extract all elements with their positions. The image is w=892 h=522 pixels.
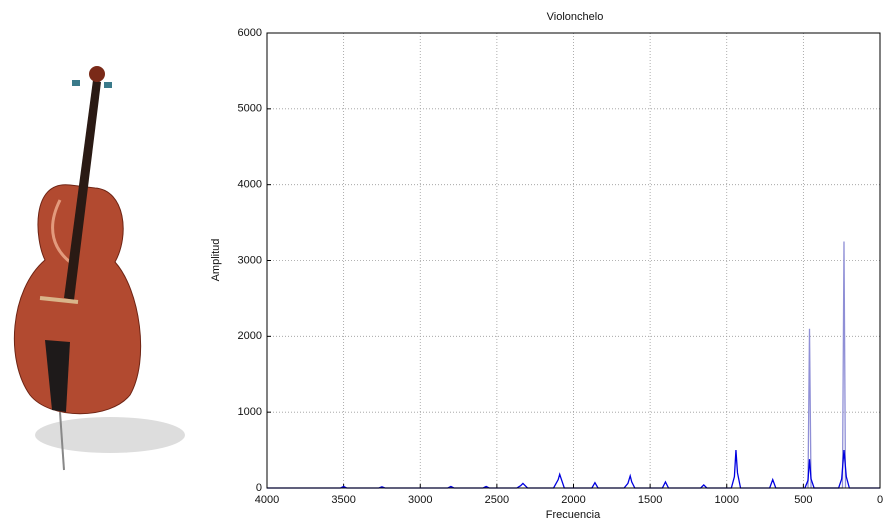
cello-tailpiece [45,340,70,412]
plot-frame [266,32,881,489]
y-tick-label: 6000 [238,27,262,39]
cello-endpin [59,411,65,471]
cello-body [13,184,142,415]
cello-highlight [51,199,71,264]
cello-shadow [35,417,185,453]
y-tick-label: 4000 [238,179,262,191]
x-tick-label: 2500 [485,494,509,506]
y-tick-label: 1000 [238,406,262,418]
x-axis-label: Frecuencia [546,509,601,521]
cello-scroll [89,66,105,82]
y-tick-label: 0 [256,482,262,494]
x-tick-label: 3000 [408,494,432,506]
y-tick-label: 5000 [238,103,262,115]
x-tick-label: 3500 [331,494,355,506]
cello-peg [104,82,112,88]
cello-illustration [13,66,185,471]
y-tick-label: 2000 [238,330,262,342]
x-tick-label: 0 [877,494,883,506]
y-tick-label: 3000 [238,254,262,266]
y-axis-label: Amplitud [210,239,222,282]
cello-bridge [39,296,79,304]
x-tick-label: 1000 [715,494,739,506]
x-tick-label: 500 [794,494,812,506]
x-tick-label: 4000 [255,494,279,506]
cello-peg [72,80,80,86]
cello-neck [64,80,101,300]
chart-title: Violonchelo [547,11,604,23]
x-tick-label: 2000 [561,494,585,506]
x-tick-label: 1500 [638,494,662,506]
